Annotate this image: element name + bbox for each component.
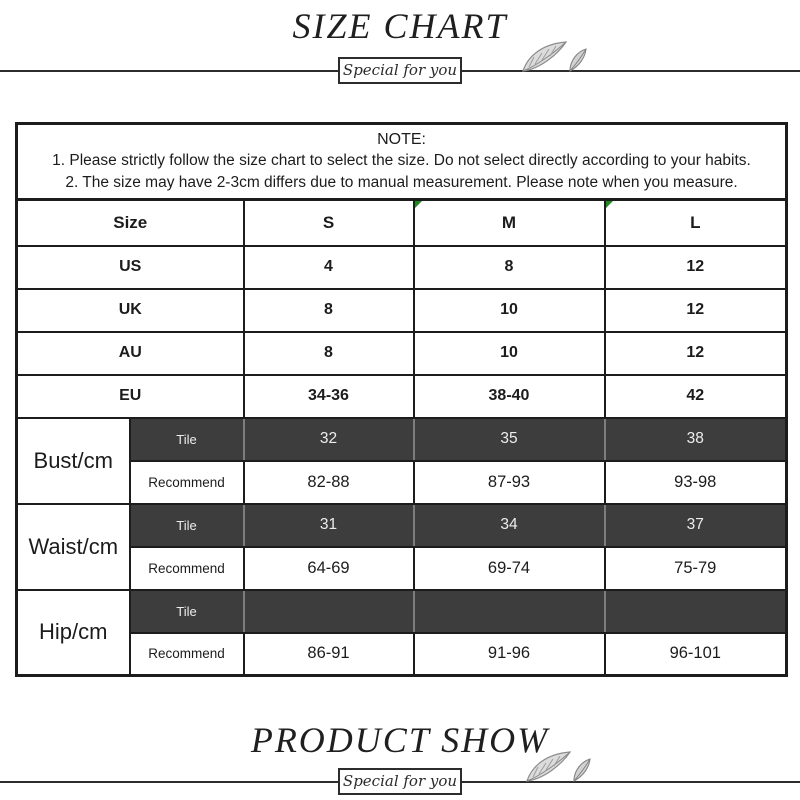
tile-label: Tile xyxy=(128,588,245,634)
row-label-us: US xyxy=(15,244,245,290)
size-col-l: L xyxy=(603,198,788,247)
table-cell: 93-98 xyxy=(603,459,788,505)
feather-icon xyxy=(520,40,592,73)
bust-tile-row: Bust/cm Tile 32 35 38 xyxy=(15,416,788,505)
size-chart-table: NOTE: 1. Please strictly follow the size… xyxy=(15,122,789,677)
tile-label: Tile xyxy=(128,416,245,462)
table-cell: 38 xyxy=(603,416,788,462)
size-chart-title: SIZE CHART xyxy=(292,6,508,46)
special-for-you-badge: Special for you xyxy=(338,57,462,84)
note-title: NOTE: xyxy=(377,131,426,148)
section-label-hip: Hip/cm xyxy=(15,588,131,677)
table-cell: 4 xyxy=(242,244,415,290)
size-col-l-label: L xyxy=(690,212,701,232)
table-cell xyxy=(412,588,606,634)
waist-tile-row: Waist/cm Tile 31 34 37 xyxy=(15,502,788,591)
row-label-eu: EU xyxy=(15,373,245,419)
table-cell: 82-88 xyxy=(242,459,415,505)
tile-label: Tile xyxy=(128,502,245,548)
table-cell: 35 xyxy=(412,416,606,462)
size-header-row: Size S M L xyxy=(15,198,788,247)
note-cell: NOTE: 1. Please strictly follow the size… xyxy=(15,122,788,201)
section-label-waist: Waist/cm xyxy=(15,502,131,591)
table-row-eu: EU 34-36 38-40 42 xyxy=(15,373,788,419)
table-cell: 91-96 xyxy=(412,631,606,677)
table-cell: 12 xyxy=(603,287,788,333)
section-label-bust: Bust/cm xyxy=(15,416,131,505)
table-row-us: US 4 8 12 xyxy=(15,244,788,290)
table-row-au: AU 8 10 12 xyxy=(15,330,788,376)
table-cell: 87-93 xyxy=(412,459,606,505)
size-header-label: Size xyxy=(15,198,245,247)
cell-corner-marker xyxy=(605,201,613,208)
table-cell: 42 xyxy=(603,373,788,419)
table-cell: 34 xyxy=(412,502,606,548)
table-cell: 96-101 xyxy=(603,631,788,677)
size-col-m-label: M xyxy=(501,212,517,232)
waist-recommend-row: Recommend 64-69 69-74 75-79 xyxy=(17,545,788,591)
size-col-m: M xyxy=(412,198,606,247)
recommend-label: Recommend xyxy=(128,631,245,677)
cell-corner-marker xyxy=(414,201,422,208)
feather-icon xyxy=(524,750,596,783)
table-cell xyxy=(603,588,788,634)
product-show-title: PRODUCT SHOW xyxy=(250,720,550,760)
table-cell: 10 xyxy=(412,330,606,376)
table-cell: 31 xyxy=(242,502,415,548)
row-label-uk: UK xyxy=(15,287,245,333)
table-cell: 8 xyxy=(412,244,606,290)
table-cell: 64-69 xyxy=(242,545,415,591)
row-label-au: AU xyxy=(15,330,245,376)
table-cell: 10 xyxy=(412,287,606,333)
table-row-uk: UK 8 10 12 xyxy=(15,287,788,333)
size-col-s: S xyxy=(242,198,415,247)
hip-recommend-row: Recommend 86-91 91-96 96-101 xyxy=(17,631,788,677)
table-cell: 12 xyxy=(603,244,788,290)
recommend-label: Recommend xyxy=(128,459,245,505)
special-for-you-badge: Special for you xyxy=(338,768,462,795)
table-cell: 75-79 xyxy=(603,545,788,591)
table-cell: 32 xyxy=(242,416,415,462)
note-row: NOTE: 1. Please strictly follow the size… xyxy=(15,122,788,201)
table-cell: 86-91 xyxy=(242,631,415,677)
note-line-1: 1. Please strictly follow the size chart… xyxy=(52,152,751,169)
hip-tile-row: Hip/cm Tile xyxy=(15,588,788,677)
table-cell: 8 xyxy=(242,330,415,376)
table-cell: 37 xyxy=(603,502,788,548)
recommend-label: Recommend xyxy=(128,545,245,591)
bust-recommend-row: Recommend 82-88 87-93 93-98 xyxy=(17,459,788,505)
table-cell: 34-36 xyxy=(242,373,415,419)
table-cell: 69-74 xyxy=(412,545,606,591)
note-line-2: 2. The size may have 2-3cm differs due t… xyxy=(65,174,738,191)
table-cell: 8 xyxy=(242,287,415,333)
table-cell xyxy=(242,588,415,634)
table-cell: 12 xyxy=(603,330,788,376)
table-cell: 38-40 xyxy=(412,373,606,419)
